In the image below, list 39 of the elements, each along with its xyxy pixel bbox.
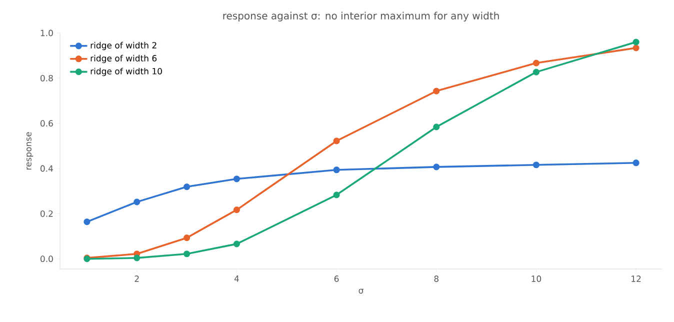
point	[433, 164, 440, 170]
point	[532, 162, 540, 168]
y-axis-title: response	[26, 132, 34, 170]
point	[632, 44, 640, 52]
point	[433, 124, 440, 130]
point	[333, 138, 340, 144]
x-tick-label: 6	[334, 276, 339, 282]
point	[233, 176, 240, 182]
x-tick-label: 8	[434, 276, 439, 282]
point	[84, 218, 90, 226]
point	[183, 183, 190, 190]
point	[134, 198, 140, 206]
point	[233, 240, 240, 248]
point	[134, 254, 140, 262]
x-tick-label: 12	[632, 276, 641, 282]
x-axis-title: σ	[358, 288, 364, 294]
x-tick-label: 2	[134, 276, 139, 282]
y-tick-label: 0.2	[40, 210, 53, 217]
point	[233, 206, 240, 214]
x-tick-label: 10	[532, 276, 542, 282]
y-tick-label: 0.6	[40, 120, 53, 127]
point	[632, 160, 640, 166]
point	[333, 192, 340, 198]
point	[333, 166, 340, 174]
legend-label: ridge of width 6	[90, 54, 157, 64]
point	[632, 38, 640, 46]
point	[183, 250, 190, 258]
chart-title: response against σ: no interior maximum for any width	[223, 12, 499, 22]
y-tick-label: 0.0	[40, 256, 53, 262]
y-tick-label: 0.4	[40, 165, 53, 172]
point	[433, 88, 440, 94]
x-tick-label: 4	[234, 276, 239, 282]
y-tick-label: 0.8	[40, 74, 53, 82]
y-tick-label: 1.0	[40, 30, 53, 36]
legend-label: ridge of width 2	[90, 42, 156, 50]
legend-label: ridge of width 10	[90, 68, 162, 76]
point	[532, 68, 540, 76]
point	[183, 234, 190, 242]
point	[532, 60, 540, 66]
